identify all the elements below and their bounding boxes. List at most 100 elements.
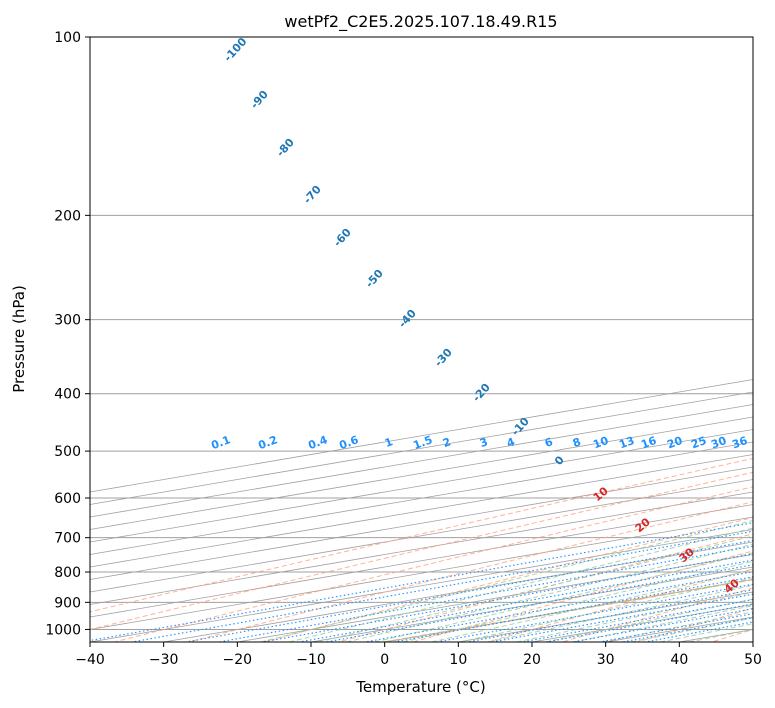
mixing-ratio-label: 25 xyxy=(689,434,708,451)
isotherm-line xyxy=(90,429,753,543)
dry-adiabat-label: -10 xyxy=(509,415,532,439)
x-axis-title: Temperature (°C) xyxy=(355,678,485,696)
mixing-ratio-line xyxy=(365,571,753,642)
x-tick-label: −10 xyxy=(296,652,326,668)
moist-adiabat-label: 20 xyxy=(633,515,653,535)
dry-adiabat-line xyxy=(487,568,753,642)
moist-adiabat-line xyxy=(573,605,753,642)
isotherm-line xyxy=(90,479,753,593)
chart-title: wetPf2_C2E5.2025.107.18.49.R15 xyxy=(284,12,557,32)
mixing-ratio-line xyxy=(262,553,753,642)
freezing-isotherm xyxy=(384,578,753,642)
dry-adiabat-label: -30 xyxy=(432,346,455,370)
moist-adiabat-line xyxy=(374,552,753,642)
y-tick-label: 400 xyxy=(54,387,81,403)
mixing-ratio-line xyxy=(90,522,753,642)
y-tick-label: 200 xyxy=(54,208,81,224)
y-tick-label: 300 xyxy=(54,313,81,329)
moist-adiabat-line xyxy=(487,584,753,642)
dry-adiabat-label: -50 xyxy=(363,267,386,291)
isotherm-line xyxy=(90,516,753,630)
x-tick-label: 20 xyxy=(523,652,541,668)
isotherm-line xyxy=(90,441,753,555)
dry-adiabat-label: -20 xyxy=(470,381,493,405)
moist-adiabat-line xyxy=(346,543,753,642)
isotherm-line xyxy=(458,591,753,642)
isotherm-line xyxy=(90,454,753,568)
mixing-ratio-label: 2 xyxy=(441,435,453,450)
dewpoint-trace xyxy=(759,37,775,585)
moist-adiabat-line xyxy=(288,527,753,642)
moist-adiabat-line xyxy=(516,591,753,642)
x-tick-label: −30 xyxy=(149,652,179,668)
moist-adiabat-line xyxy=(431,569,753,642)
moist-adiabat-line xyxy=(660,623,753,642)
x-tick-label: 0 xyxy=(380,652,389,668)
mixing-ratio-label: 0.1 xyxy=(209,433,232,452)
dry-adiabat-line xyxy=(114,486,753,642)
dry-adiabat-label: -90 xyxy=(248,88,271,112)
dry-adiabat-line xyxy=(711,629,753,642)
y-tick-label: 100 xyxy=(54,30,81,46)
x-tick-label: −20 xyxy=(223,652,253,668)
plot-frame xyxy=(89,36,754,643)
y-axis-title: Pressure (hPa) xyxy=(10,285,28,393)
lines-layer xyxy=(759,37,775,585)
y-tick-label: 600 xyxy=(54,491,81,507)
dry-adiabat-line xyxy=(562,587,753,642)
mixing-ratio-label: 36 xyxy=(730,434,749,452)
mixing-ratio-label: 16 xyxy=(639,434,658,452)
moist-adiabat-line xyxy=(544,598,753,642)
isotherm-line xyxy=(310,566,753,642)
dry-adiabat-line xyxy=(90,471,753,631)
y-tick-label: 1000 xyxy=(45,622,81,638)
dry-adiabat-label: -60 xyxy=(331,226,354,250)
x-tick-label: 50 xyxy=(744,652,762,668)
y-tick-label: 800 xyxy=(54,565,81,581)
isotherm-line xyxy=(752,641,753,642)
x-tick-label: −40 xyxy=(75,652,105,668)
isotherm-line xyxy=(237,554,753,642)
moist-adiabat-label: 40 xyxy=(722,576,742,596)
grid-layer xyxy=(90,37,753,642)
isotherm-line xyxy=(90,504,753,618)
ticks-layer: −40 −30 −20 −10 0 10 20 30 40 5010020030040050060… xyxy=(45,30,762,668)
dry-adiabat-line xyxy=(188,501,753,642)
mixing-ratio-line xyxy=(492,593,753,642)
mixing-ratio-label: 8 xyxy=(571,435,583,450)
dry-adiabat-line xyxy=(412,550,753,642)
isotherm-line xyxy=(90,529,753,642)
dry-adiabat-line xyxy=(338,533,753,642)
mixing-ratio-label: 10 xyxy=(591,434,610,452)
mixing-ratio-line xyxy=(394,576,753,642)
moist-adiabat-line xyxy=(402,560,753,642)
mixing-ratio-label: 0.4 xyxy=(306,433,329,452)
labels-layer: 0.1 0.2 0.4 0.6 1 1.5 2 3 4 6 8 10 13 16 20 25 30 36-100-… xyxy=(209,35,749,596)
mixing-ratio-label: 13 xyxy=(617,434,636,451)
mixing-ratio-line xyxy=(522,599,753,642)
dry-adiabat-label: -40 xyxy=(396,307,419,331)
x-tick-label: 10 xyxy=(449,652,467,668)
moist-adiabat-label: 10 xyxy=(591,484,611,504)
moist-adiabat-line xyxy=(689,629,753,642)
isotherm-line xyxy=(90,491,753,605)
mixing-ratio-line xyxy=(622,617,753,642)
mixing-ratio-label: 0.6 xyxy=(337,433,360,452)
mixing-ratio-label: 1.5 xyxy=(411,433,434,452)
y-tick-label: 900 xyxy=(54,595,81,611)
mixing-ratio-line xyxy=(467,589,753,642)
mixing-ratio-label: 30 xyxy=(709,434,728,452)
dry-adiabat-label: -80 xyxy=(274,136,297,160)
dry-adiabat-label: 0 xyxy=(552,453,567,468)
mixing-ratio-label: 0.2 xyxy=(256,433,279,452)
mixing-ratio-line xyxy=(572,608,753,642)
dry-adiabat-label: -70 xyxy=(301,183,324,207)
mixing-ratio-line xyxy=(325,564,753,642)
isotherm-line xyxy=(90,466,753,580)
moist-adiabat-line xyxy=(317,535,753,642)
x-tick-label: 30 xyxy=(597,652,615,668)
mixing-ratio-line xyxy=(299,559,753,642)
isotherm-line xyxy=(531,604,753,642)
y-tick-label: 700 xyxy=(54,531,81,547)
